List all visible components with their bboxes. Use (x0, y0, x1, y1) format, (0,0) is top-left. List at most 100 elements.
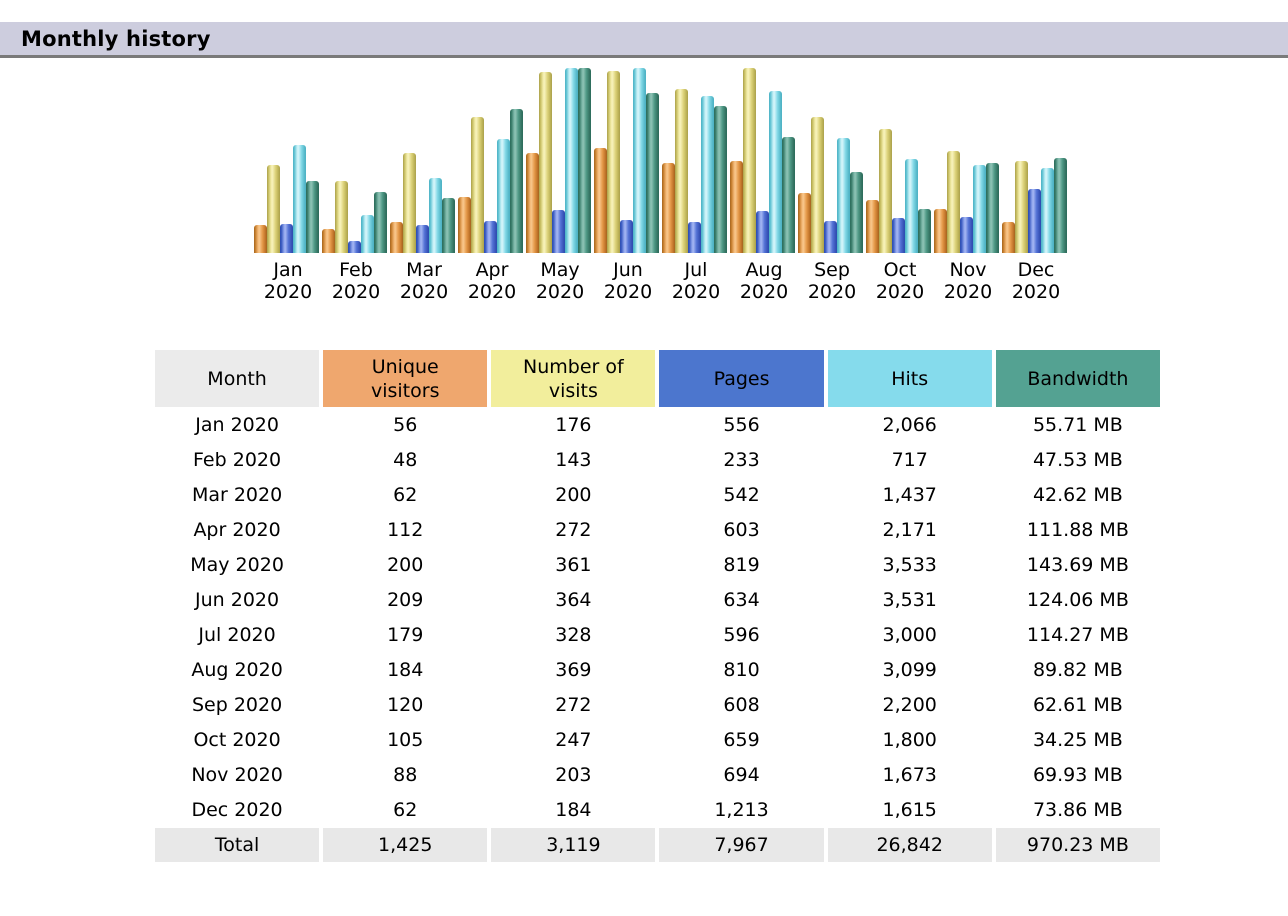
bar-visitors (254, 225, 267, 253)
cell-visits: 272 (555, 519, 592, 541)
table-row: Nov 2020 88 203 694 1,673 69.93 MB (155, 758, 1160, 792)
cell-visitors: 105 (387, 729, 424, 751)
bar-visitors (594, 148, 607, 253)
cell-visits: 200 (555, 484, 592, 506)
table-body: Jan 2020 56 176 556 2,066 55.71 MB Feb 2020 48 1… (155, 408, 1160, 862)
cell-hits: 1,615 (882, 799, 937, 821)
cell-month: May 2020 (190, 554, 284, 576)
bar-visits (403, 153, 416, 253)
cell-bandwidth: 111.88 MB (1026, 519, 1129, 541)
cell-visitors: 88 (393, 764, 418, 786)
bar-bandwidth (714, 106, 727, 253)
month-label: Oct 2020 (875, 259, 925, 303)
cell-pages: 608 (723, 694, 760, 716)
bar-visits (879, 129, 892, 253)
bar-hits (701, 96, 714, 253)
cell-pages: 694 (723, 764, 760, 786)
cell-visitors: 112 (387, 519, 424, 541)
total-cell-visits: 3,119 (491, 828, 656, 862)
table-row: Jan 2020 56 176 556 2,066 55.71 MB (155, 408, 1160, 442)
cell-hits: 717 (891, 449, 928, 471)
cell-visitors: 200 (387, 554, 424, 576)
bar-visits (471, 117, 484, 253)
bar-visits (743, 68, 756, 253)
cell-hits: 1,437 (882, 484, 937, 506)
cell-hits: 2,066 (882, 414, 937, 436)
cell-pages: 659 (723, 729, 760, 751)
cell-bandwidth: 42.62 MB (1032, 484, 1123, 506)
bar-bandwidth (986, 163, 999, 253)
bar-bandwidth (306, 181, 319, 253)
cell-visitors: 62 (393, 799, 418, 821)
cell-bandwidth: 34.25 MB (1032, 729, 1123, 751)
bar-pages (552, 210, 565, 253)
cell-hits: 1,800 (882, 729, 937, 751)
cell-pages: 810 (723, 659, 760, 681)
bar-visitors (526, 153, 539, 253)
bar-bandwidth (1054, 158, 1067, 253)
bar-visitors (458, 197, 471, 253)
bar-bandwidth (578, 68, 591, 253)
table-row: Jun 2020 209 364 634 3,531 124.06 MB (155, 583, 1160, 617)
cell-visitors: 179 (387, 624, 424, 646)
table-row: Jul 2020 179 328 596 3,000 114.27 MB (155, 618, 1160, 652)
col-header-visitors: Unique visitors (323, 350, 488, 407)
table-row: Mar 2020 62 200 542 1,437 42.62 MB (155, 478, 1160, 512)
cell-hits: 3,531 (882, 589, 937, 611)
month-label: Jun 2020 (603, 259, 653, 303)
bar-visitors (730, 161, 743, 253)
cell-hits: 1,673 (882, 764, 937, 786)
cell-visits: 272 (555, 694, 592, 716)
cell-visits: 328 (555, 624, 592, 646)
cell-visitors: 209 (387, 589, 424, 611)
bar-hits (1041, 168, 1054, 253)
bar-bandwidth (782, 137, 795, 253)
bar-pages (960, 217, 973, 253)
cell-visitors: 56 (393, 414, 418, 436)
cell-hits: 2,200 (882, 694, 937, 716)
month-label: Jan 2020 (263, 259, 313, 303)
col-header-month: Month (155, 350, 320, 407)
cell-visitors: 120 (387, 694, 424, 716)
cell-visits: 176 (555, 414, 592, 436)
cell-pages: 556 (723, 414, 760, 436)
chart-bars-area (254, 58, 1084, 253)
cell-hits: 3,099 (882, 659, 937, 681)
cell-pages: 596 (723, 624, 760, 646)
bar-bandwidth (442, 198, 455, 253)
bar-visitors (866, 200, 879, 253)
cell-month: Mar 2020 (191, 484, 283, 506)
bar-visits (607, 71, 620, 253)
cell-bandwidth: 62.61 MB (1032, 694, 1123, 716)
cell-month: Sep 2020 (191, 694, 283, 716)
cell-bandwidth: 114.27 MB (1026, 624, 1129, 646)
cell-pages: 233 (723, 449, 760, 471)
table-row: Dec 2020 62 184 1,213 1,615 73.86 MB (155, 793, 1160, 827)
bar-pages (892, 218, 905, 253)
table-row: Apr 2020 112 272 603 2,171 111.88 MB (155, 513, 1160, 547)
bar-visits (947, 151, 960, 253)
cell-month: Oct 2020 (193, 729, 281, 751)
bar-visitors (322, 229, 335, 253)
month-label: Jul 2020 (671, 259, 721, 303)
cell-visits: 247 (555, 729, 592, 751)
bar-visitors (798, 193, 811, 253)
bar-visits (335, 181, 348, 253)
cell-month: Jan 2020 (195, 414, 279, 436)
monthly-history-table: Month Unique visitors Number of visits Page… (151, 349, 1164, 863)
table-row: Sep 2020 120 272 608 2,200 62.61 MB (155, 688, 1160, 722)
bar-visitors (1002, 222, 1015, 253)
cell-pages: 603 (723, 519, 760, 541)
cell-visits: 364 (555, 589, 592, 611)
cell-bandwidth: 73.86 MB (1032, 799, 1123, 821)
cell-pages: 1,213 (714, 799, 769, 821)
cell-hits: 3,533 (882, 554, 937, 576)
cell-pages: 819 (723, 554, 760, 576)
month-label: Mar 2020 (399, 259, 449, 303)
table-row: Aug 2020 184 369 810 3,099 89.82 MB (155, 653, 1160, 687)
bar-visitors (662, 163, 675, 253)
cell-bandwidth: 55.71 MB (1032, 414, 1123, 436)
month-label: Sep 2020 (807, 259, 857, 303)
col-header-visits: Number of visits (491, 350, 656, 407)
bar-pages (416, 225, 429, 253)
